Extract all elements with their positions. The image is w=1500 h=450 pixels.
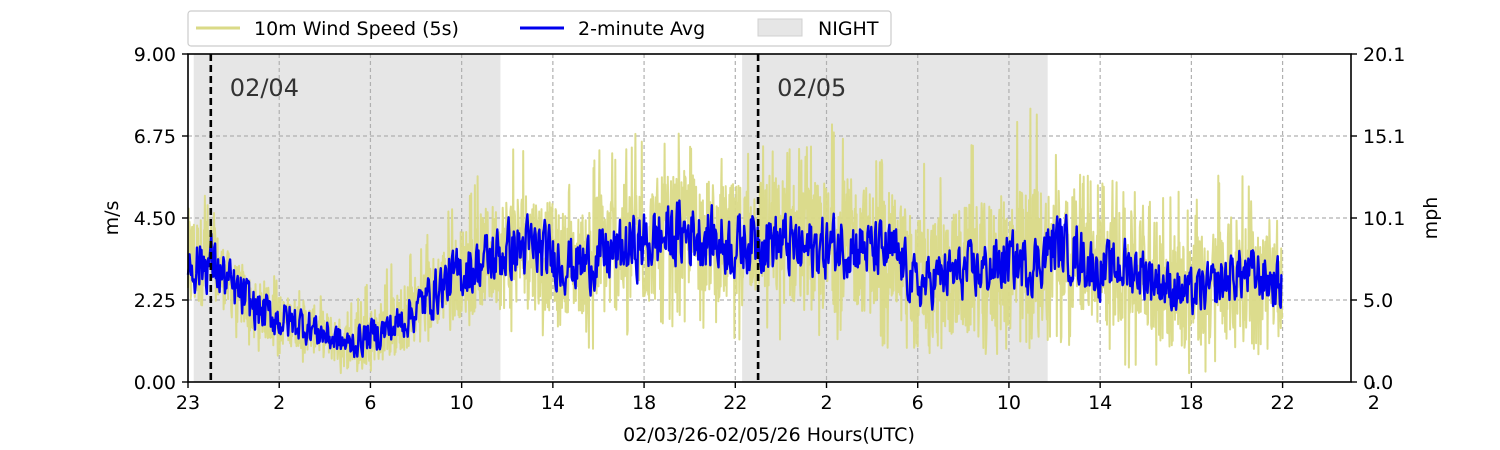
y-tick-label-right: 0.0	[1363, 372, 1393, 394]
y-tick-label-right: 5.0	[1363, 290, 1393, 312]
x-tick-label: 2	[820, 392, 832, 414]
y-tick-label-left: 0.00	[134, 372, 176, 394]
x-tick-label: 22	[723, 392, 747, 414]
x-tick-label: 10	[450, 392, 474, 414]
y-tick-label-left: 9.00	[134, 44, 176, 66]
y-tick-label-right: 20.1	[1363, 44, 1405, 66]
series-layer	[186, 107, 1284, 375]
legend-avg-label: 2-minute Avg	[578, 18, 705, 40]
y-tick-label-left: 6.75	[134, 126, 176, 148]
x-tick-label: 18	[632, 392, 656, 414]
legend-raw-label: 10m Wind Speed (5s)	[254, 18, 459, 40]
x-tick-label: 6	[912, 392, 924, 414]
y-tick-label-left: 2.25	[134, 290, 176, 312]
y-tick-label-right: 15.1	[1363, 126, 1405, 148]
y-tick-label-left: 4.50	[134, 208, 176, 230]
x-axis-title: 02/03/26-02/05/26 Hours(UTC)	[623, 424, 915, 446]
x-tick-label: 14	[541, 392, 565, 414]
left-y-axis: 0.00 2.25 4.50 6.75 9.00	[134, 44, 188, 394]
day-marker-label: 02/04	[230, 74, 299, 102]
x-tick-label: 2	[1368, 392, 1380, 414]
x-axis: 23 2 6 10 14 18 22 2 6 10 14 18 22 2	[176, 382, 1380, 414]
x-tick-label: 14	[1088, 392, 1112, 414]
series-line-2min-avg	[186, 199, 1283, 359]
x-tick-label: 18	[1179, 392, 1203, 414]
day-marker-label: 02/05	[777, 74, 846, 102]
x-tick-label: 23	[176, 392, 200, 414]
x-tick-label: 10	[997, 392, 1021, 414]
legend: 10m Wind Speed (5s) 2-minute Avg NIGHT	[187, 10, 892, 47]
legend-night-label: NIGHT	[818, 18, 879, 40]
right-y-axis: 0.0 5.0 10.1 15.1 20.1	[1351, 44, 1405, 394]
y-axis-title-right: mph	[1420, 197, 1442, 240]
y-axis-title-left: m/s	[101, 201, 123, 236]
x-tick-label: 6	[364, 392, 376, 414]
x-tick-label: 22	[1270, 392, 1294, 414]
day-marker-layer: 02/04 02/05	[209, 54, 846, 382]
legend-night-swatch	[757, 18, 803, 37]
y-tick-label-right: 10.1	[1363, 208, 1405, 230]
x-tick-label: 2	[273, 392, 285, 414]
